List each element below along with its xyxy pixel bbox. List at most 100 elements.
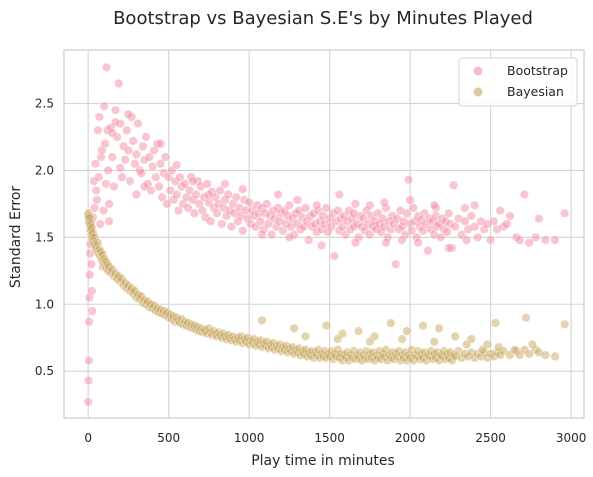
bayesian-point	[386, 318, 396, 328]
bootstrap-point	[154, 181, 164, 192]
bootstrap-point	[138, 141, 148, 151]
bootstrap-point	[87, 286, 97, 296]
bootstrap-point	[304, 235, 314, 245]
bootstrap-point	[94, 172, 104, 182]
bootstrap-point	[133, 118, 143, 129]
bootstrap-point	[189, 208, 200, 218]
bootstrap-point	[292, 195, 303, 205]
bootstrap-point	[486, 235, 496, 245]
bootstrap-point	[110, 117, 121, 127]
bootstrap-point	[405, 195, 415, 205]
bootstrap-point	[448, 180, 459, 190]
bootstrap-point	[524, 238, 534, 248]
bootstrap-point	[131, 149, 142, 159]
bootstrap-point	[473, 232, 483, 242]
bootstrap-point	[91, 185, 101, 196]
bootstrap-point	[204, 189, 214, 200]
bootstrap-point	[469, 222, 480, 232]
bayesian-point	[434, 323, 444, 333]
bayesian-point	[521, 313, 531, 323]
x-tick-label: 2000	[395, 431, 426, 445]
bootstrap-point	[226, 222, 237, 232]
bootstrap-point	[407, 226, 417, 236]
bootstrap-point	[215, 185, 225, 196]
bootstrap-point	[144, 152, 154, 162]
y-tick-label: 2.0	[35, 163, 54, 177]
bootstrap-point	[128, 136, 138, 146]
bootstrap-point	[100, 139, 110, 149]
bayesian-point	[289, 323, 299, 333]
bootstrap-point	[238, 184, 248, 194]
bootstrap-point	[188, 176, 198, 186]
bootstrap-point	[444, 208, 454, 218]
bootstrap-point	[321, 203, 332, 213]
bootstrap-point	[550, 235, 560, 245]
bootstrap-point	[94, 112, 105, 122]
bootstrap-point	[101, 179, 111, 189]
bayesian-point	[354, 326, 364, 336]
bootstrap-point	[267, 230, 277, 240]
bootstrap-point	[238, 226, 248, 236]
bootstrap-point	[155, 159, 166, 169]
bootstrap-point	[442, 227, 452, 237]
bootstrap-point	[205, 216, 216, 226]
bootstrap-point	[312, 200, 322, 210]
y-axis-ticks: 0.5 1.0 1.5 2.0 2.5	[35, 97, 54, 379]
bootstrap-point	[300, 203, 311, 213]
bootstrap-point	[98, 205, 109, 216]
bootstrap-point	[84, 355, 94, 366]
bootstrap-point	[495, 205, 505, 216]
bootstrap-point	[180, 179, 190, 189]
bootstrap-point	[262, 199, 272, 209]
bootstrap-point	[365, 230, 375, 240]
bayesian-point	[365, 337, 375, 347]
bootstrap-point	[173, 205, 183, 216]
bootstrap-point	[223, 189, 233, 200]
bootstrap-point	[130, 159, 140, 169]
bootstrap-point	[157, 192, 167, 202]
bayesian-point	[418, 321, 428, 331]
bootstrap-point	[107, 128, 117, 138]
bootstrap-point	[107, 152, 117, 162]
bayesian-point	[333, 334, 343, 344]
bootstrap-point	[83, 397, 93, 407]
x-tick-label: 1500	[314, 431, 345, 445]
bootstrap-point	[403, 175, 414, 185]
bootstrap-point	[531, 232, 541, 242]
x-tick-label: 3000	[556, 431, 587, 445]
bayesian-point	[461, 339, 472, 350]
legend: Bootstrap Bayesian	[458, 57, 578, 107]
bayesian-point	[490, 318, 501, 328]
bootstrap-point	[141, 132, 151, 142]
y-tick-label: 2.5	[35, 97, 54, 111]
bootstrap-point	[379, 197, 389, 208]
legend-marker-bayesian	[473, 87, 483, 97]
bootstrap-point	[147, 161, 158, 172]
bootstrap-point	[560, 208, 570, 218]
bootstrap-point	[231, 192, 241, 202]
bootstrap-point	[86, 259, 96, 269]
bootstrap-point	[381, 238, 391, 248]
bootstrap-point	[436, 232, 446, 242]
bootstrap-point	[90, 159, 100, 169]
bayesian-point	[560, 319, 570, 329]
bayesian-point	[402, 326, 412, 336]
bootstrap-point	[120, 155, 130, 165]
bootstrap-point	[151, 172, 161, 182]
bootstrap-point	[244, 197, 254, 208]
x-tick-label: 1000	[234, 431, 265, 445]
bootstrap-point	[85, 270, 95, 280]
bootstrap-point	[191, 189, 201, 200]
bootstrap-point	[160, 152, 171, 162]
legend-label-bayesian: Bayesian	[507, 84, 564, 99]
x-axis-label: Play time in minutes	[251, 453, 395, 469]
x-tick-label: 2500	[475, 431, 506, 445]
bootstrap-point	[540, 235, 550, 245]
bootstrap-point	[350, 238, 360, 248]
bayesian-point	[494, 342, 504, 352]
legend-box	[458, 57, 578, 107]
bootstrap-point	[175, 172, 185, 182]
bootstrap-point	[87, 306, 97, 316]
bootstrap-point	[489, 216, 499, 226]
bootstrap-point	[103, 165, 113, 176]
